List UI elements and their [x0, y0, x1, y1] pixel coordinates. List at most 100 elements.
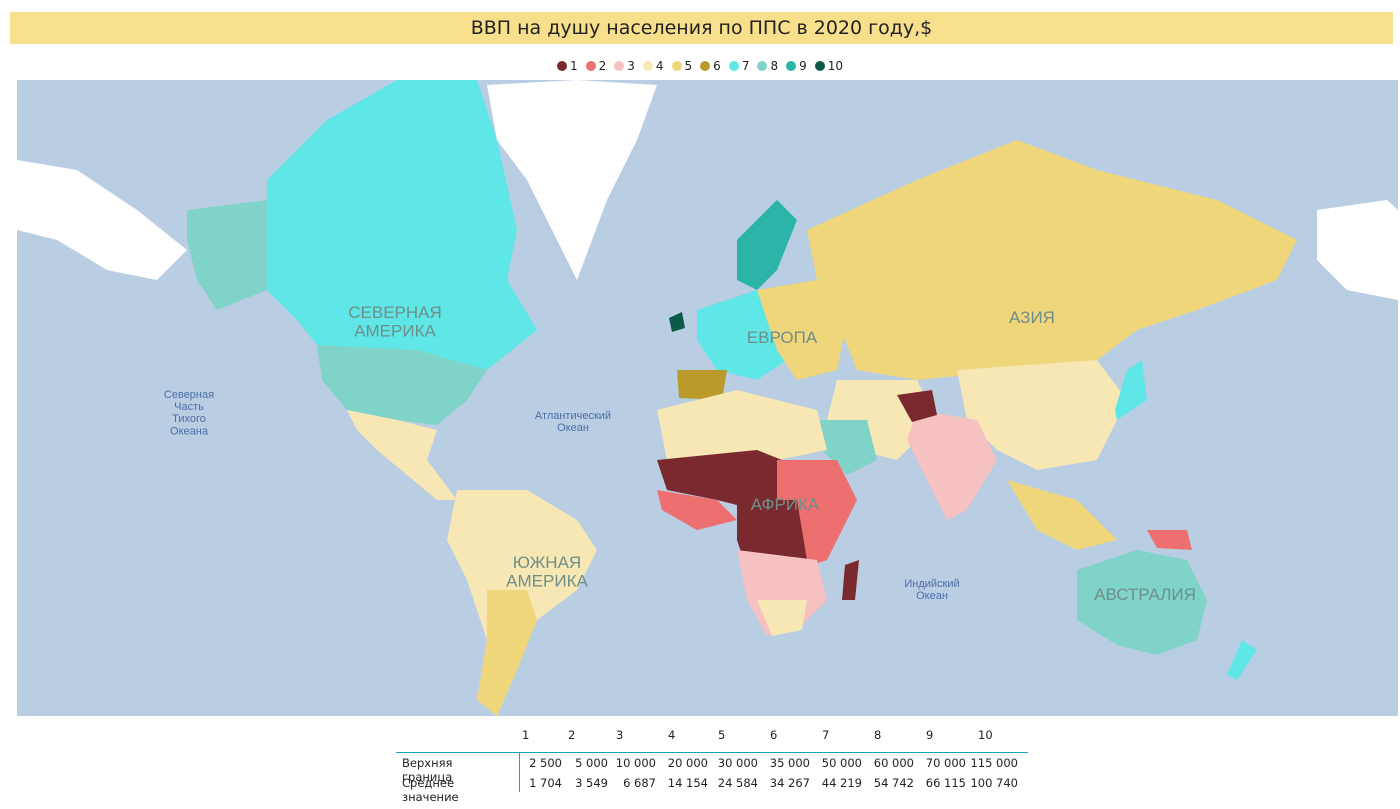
eastern-europe — [757, 280, 847, 380]
table-cell: 70 000 — [925, 756, 966, 770]
table-cell: 3 549 — [575, 776, 608, 790]
iberia — [677, 370, 727, 400]
table-cell: 66 115 — [925, 776, 966, 790]
table-header: 2 — [568, 728, 576, 742]
title-bar: ВВП на душу населения по ППС в 2020 году… — [10, 12, 1393, 44]
usa — [317, 345, 487, 425]
table-cell: 50 000 — [821, 756, 862, 770]
table-cell: 2 500 — [529, 756, 562, 770]
alaska — [187, 200, 267, 310]
table-cell: 10 000 — [615, 756, 656, 770]
table-cell: 100 740 — [970, 776, 1018, 790]
table-header: 4 — [668, 728, 676, 742]
table-cell: 14 154 — [667, 776, 708, 790]
legend-dot — [728, 61, 739, 71]
new-zealand — [1227, 640, 1257, 680]
table-vertical-divider — [519, 752, 520, 792]
greenland — [487, 80, 657, 280]
legend-item[interactable]: 7 — [728, 59, 750, 73]
label-north-pacific: Северная Часть Тихого Океана — [164, 389, 214, 437]
legend-dot — [700, 61, 711, 71]
scandinavia — [737, 200, 797, 290]
table-header: 10 — [978, 728, 993, 742]
legend-dot — [585, 61, 596, 71]
legend-dot — [671, 61, 682, 71]
west-africa — [657, 490, 737, 530]
label-atlantic: Атлантический Океан — [535, 410, 611, 434]
legend-item[interactable]: 5 — [671, 59, 693, 73]
saudi — [817, 420, 877, 475]
label-europe: ЕВРОПА — [747, 328, 818, 347]
table-cell: 24 584 — [717, 776, 758, 790]
table-header: 6 — [770, 728, 778, 742]
world-map[interactable]: СЕВЕРНАЯ АМЕРИКА ЕВРОПА АЗИЯ АФРИКА ЮЖНАЯ… — [17, 80, 1398, 716]
legend-item[interactable]: 2 — [585, 59, 607, 73]
table-cell: 5 000 — [575, 756, 608, 770]
label-north-america: СЕВЕРНАЯ АМЕРИКА — [348, 303, 442, 341]
afghanistan — [897, 390, 937, 422]
legend-item[interactable]: 1 — [556, 59, 578, 73]
map-svg: СЕВЕРНАЯ АМЕРИКА ЕВРОПА АЗИЯ АФРИКА ЮЖНАЯ… — [17, 80, 1398, 716]
arctic-islands — [17, 160, 187, 280]
argentina — [477, 590, 537, 716]
legend-item[interactable]: 9 — [786, 59, 807, 73]
label-indian: Индийский Океан — [904, 578, 959, 602]
legend-dot — [814, 61, 825, 71]
table-header: 9 — [926, 728, 934, 742]
label-south-america: ЮЖНАЯ АМЕРИКА — [506, 553, 588, 591]
east-islands — [1317, 200, 1398, 300]
russia — [807, 140, 1297, 380]
table-cell: 20 000 — [667, 756, 708, 770]
table-cell: 35 000 — [769, 756, 810, 770]
page-title: ВВП на душу населения по ППС в 2020 году… — [470, 17, 933, 39]
label-africa: АФРИКА — [751, 495, 820, 514]
table-header: 1 — [522, 728, 530, 742]
table-cell: 30 000 — [717, 756, 758, 770]
legend-label: 5 — [684, 59, 693, 73]
legend-dot — [786, 61, 797, 71]
table-cell: 54 742 — [873, 776, 914, 790]
japan — [1115, 360, 1147, 420]
legend-label: 7 — [741, 59, 750, 73]
north-africa — [657, 390, 827, 470]
legend-item[interactable]: 6 — [700, 59, 721, 73]
legend-dot — [642, 61, 653, 71]
legend-item[interactable]: 10 — [814, 59, 844, 73]
canada — [267, 80, 537, 370]
table-row-label: Верхняя граница — [402, 756, 453, 784]
legend-label: 1 — [569, 59, 578, 73]
mexico — [347, 410, 457, 500]
australia — [1077, 550, 1207, 655]
legend-label: 6 — [713, 59, 721, 73]
legend-item[interactable]: 4 — [642, 59, 664, 73]
table-header: 5 — [718, 728, 726, 742]
table-header: 7 — [822, 728, 830, 742]
legend: 1 2 3 4 5 6 7 8 9 10 — [0, 55, 1400, 77]
legend-label: 3 — [627, 59, 635, 73]
legend-dot — [757, 61, 768, 71]
legend-item[interactable]: 8 — [757, 59, 778, 73]
sahel — [657, 450, 807, 510]
table-cell: 115 000 — [970, 756, 1018, 770]
legend-label: 9 — [799, 59, 807, 73]
table-cell: 34 267 — [769, 776, 810, 790]
legend-dot — [614, 61, 625, 71]
table-divider — [396, 752, 1028, 753]
legend-label: 4 — [655, 59, 664, 73]
table-header: 8 — [874, 728, 882, 742]
table-cell: 44 219 — [821, 776, 862, 790]
table-cell: 6 687 — [623, 776, 656, 790]
legend-dot — [556, 61, 567, 71]
india — [907, 410, 997, 520]
table-row-label: Среднее значение — [402, 776, 459, 804]
legend-label: 2 — [598, 59, 607, 73]
legend-label: 10 — [827, 59, 844, 73]
label-asia: АЗИЯ — [1009, 308, 1055, 327]
legend-label: 8 — [770, 59, 779, 73]
legend-item[interactable]: 3 — [614, 59, 635, 73]
table-header: 3 — [616, 728, 624, 742]
china — [957, 360, 1127, 470]
table-cell: 60 000 — [873, 756, 914, 770]
southeast-asia — [1007, 480, 1117, 550]
new-guinea — [1147, 530, 1192, 550]
